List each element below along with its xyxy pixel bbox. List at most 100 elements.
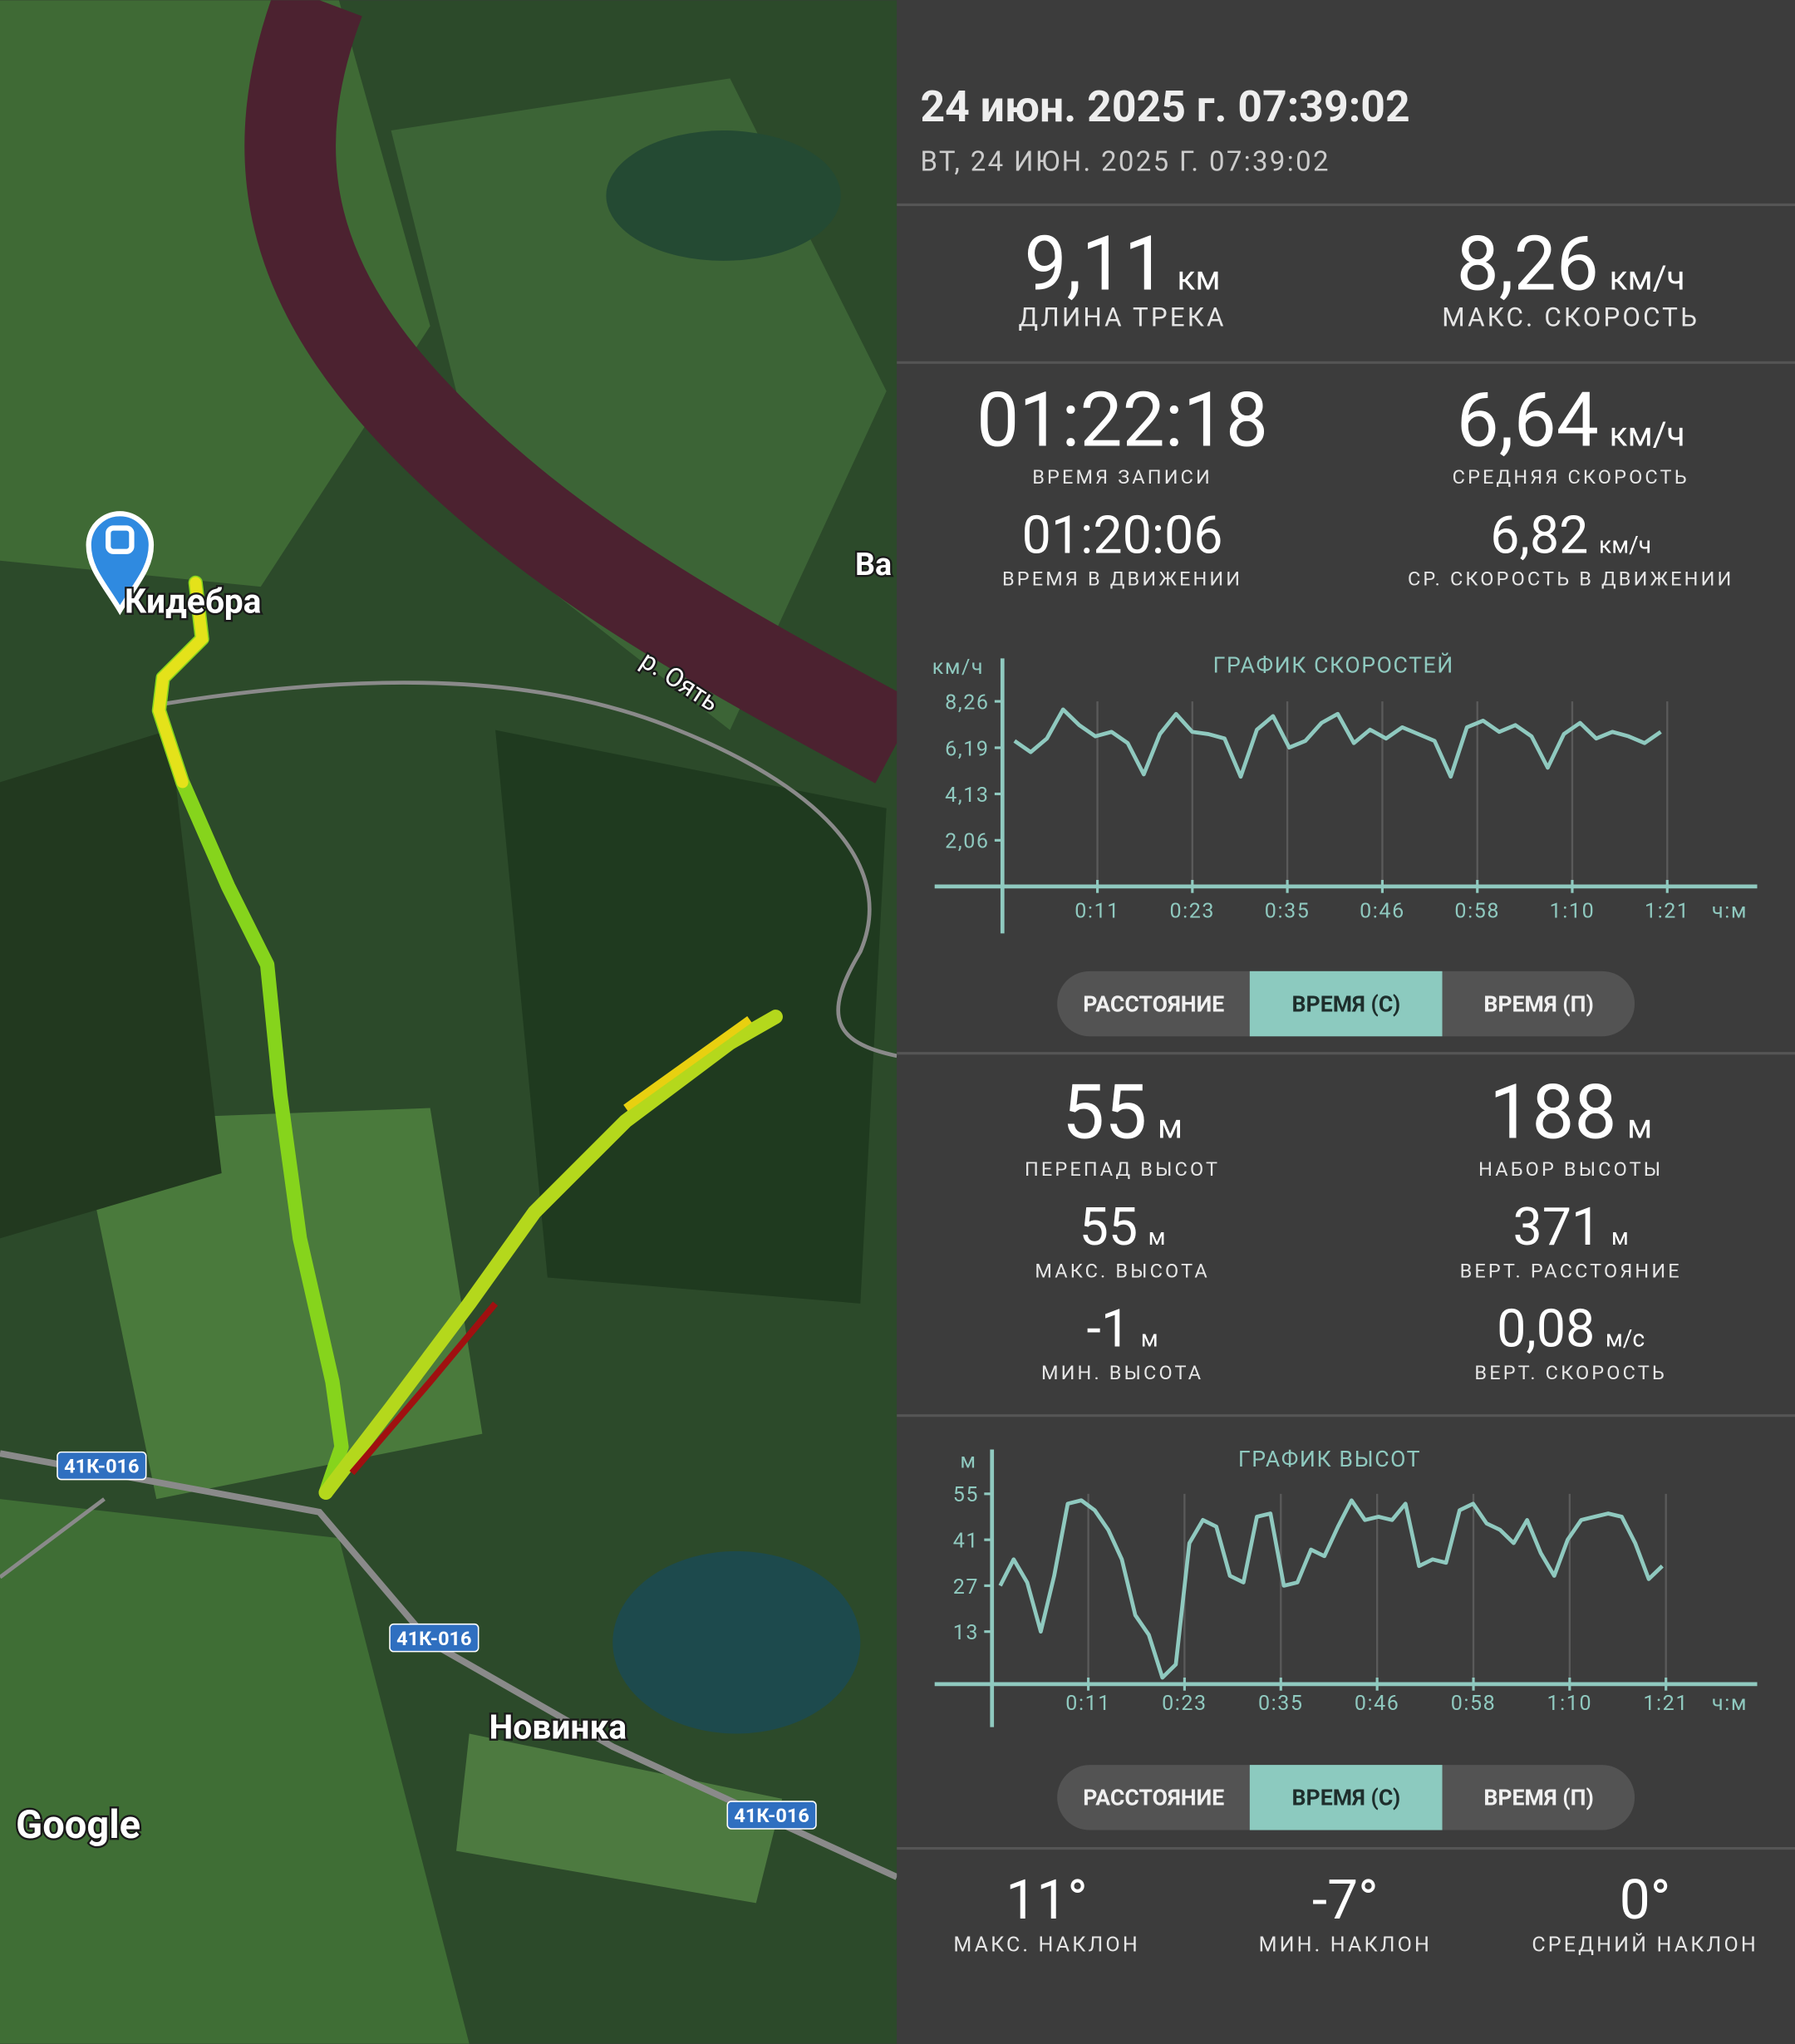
- mode-option[interactable]: ВРЕМЯ (С): [1292, 990, 1401, 1017]
- stat-label: ВРЕМЯ В ДВИЖЕНИИ: [1002, 568, 1242, 591]
- stat-number: 6,64: [1457, 377, 1599, 465]
- stat-unit: м: [1611, 1223, 1629, 1250]
- mode-selected: [1249, 1765, 1443, 1830]
- stat-label: ПЕРЕПАД ВЫСОТ: [1025, 1157, 1220, 1181]
- stat-number: 6,82: [1490, 505, 1588, 566]
- line-series: [1013, 707, 1662, 779]
- y-tick-label: 55: [953, 1483, 979, 1507]
- title: 24 июн. 2025 г. 07:39:02: [920, 81, 1409, 132]
- road-label: 41К-016: [64, 1455, 139, 1478]
- x-tick-label: 0:35: [1265, 900, 1311, 924]
- stat-value: 01:22:18: [976, 377, 1268, 465]
- stat-number: 11°: [1006, 1869, 1088, 1933]
- stat-label: СРЕДНЯЯ СКОРОСТЬ: [1453, 465, 1689, 489]
- y-axis-label: км/ч: [932, 656, 984, 680]
- stat-number: 0°: [1620, 1869, 1671, 1933]
- stat-value: 0°: [1620, 1869, 1671, 1933]
- road-badge: 41К-016: [389, 1623, 479, 1653]
- stat-number: 01:22:18: [976, 377, 1268, 465]
- stat-label: СР. СКОРОСТЬ В ДВИЖЕНИИ: [1408, 568, 1734, 591]
- stat-unit: км/ч: [1609, 258, 1684, 297]
- stat-unit: км/ч: [1609, 415, 1684, 454]
- road-label: 41К-016: [396, 1627, 471, 1650]
- x-tick-label: 1:10: [1550, 900, 1596, 924]
- stat-value: 8,26 км/ч: [1457, 220, 1685, 308]
- stat-number: 55: [1079, 1197, 1138, 1258]
- x-tick-label: 0:58: [1454, 900, 1500, 924]
- stat-number: -7°: [1312, 1869, 1379, 1933]
- mode-option[interactable]: ВРЕМЯ (С): [1292, 1785, 1401, 1811]
- chart-title: ГРАФИК СКОРОСТЕЙ: [1213, 652, 1454, 679]
- stat-value: 0,08 м/с: [1497, 1300, 1645, 1360]
- stat-number: -1: [1087, 1300, 1131, 1360]
- stat-label: ВЕРТ. СКОРОСТЬ: [1474, 1361, 1667, 1384]
- stat-number: 01:20:06: [1022, 505, 1223, 566]
- stat-value: 11°: [1006, 1869, 1088, 1933]
- stat-label: МАКС. НАКЛОН: [953, 1933, 1140, 1957]
- y-tick-label: 41: [953, 1530, 979, 1554]
- stat-number: 8,26: [1457, 220, 1599, 308]
- x-tick-label: 0:58: [1451, 1692, 1497, 1716]
- stat-label: МАКС. ВЫСОТА: [1035, 1259, 1209, 1282]
- y-axis-label: м: [960, 1449, 976, 1473]
- x-tick-label: 1:21: [1645, 900, 1690, 924]
- stat-unit: км/ч: [1599, 531, 1651, 558]
- x-tick-label: 0:23: [1169, 900, 1215, 924]
- x-axis-label: ч:м: [1712, 1692, 1748, 1716]
- road-label: 41К-016: [734, 1804, 809, 1827]
- y-tick-label: 6,19: [945, 737, 990, 761]
- stat-number: 0,08: [1497, 1300, 1595, 1360]
- y-tick-label: 13: [953, 1621, 979, 1645]
- stat-number: 371: [1513, 1197, 1601, 1258]
- x-tick-label: 1:10: [1547, 1692, 1593, 1716]
- stat-label: СРЕДНИЙ НАКЛОН: [1532, 1932, 1758, 1957]
- stat-value: 55 м: [1062, 1069, 1183, 1157]
- stat-label: МИН. НАКЛОН: [1259, 1933, 1433, 1957]
- x-tick-label: 0:35: [1258, 1692, 1304, 1716]
- stat-number: 55: [1062, 1069, 1147, 1157]
- stat-unit: м/с: [1606, 1325, 1645, 1353]
- x-tick-label: 1:21: [1643, 1692, 1689, 1716]
- stat-label: МАКС. СКОРОСТЬ: [1442, 302, 1699, 332]
- place-label: Кидебра: [125, 581, 262, 621]
- stat-value: 371 м: [1513, 1197, 1629, 1258]
- stat-unit: км: [1177, 258, 1220, 297]
- stat-value: 6,64 км/ч: [1457, 377, 1685, 465]
- mode-option[interactable]: ВРЕМЯ (П): [1483, 1785, 1594, 1811]
- y-tick-label: 2,06: [945, 830, 990, 854]
- place-label: Новинка: [489, 1707, 627, 1747]
- x-tick-label: 0:46: [1355, 1692, 1400, 1716]
- mode-option[interactable]: РАССТОЯНИЕ: [1083, 1785, 1224, 1811]
- mode-option[interactable]: РАССТОЯНИЕ: [1083, 990, 1224, 1017]
- mode-option[interactable]: ВРЕМЯ (П): [1483, 990, 1594, 1017]
- attribution: Google: [16, 1802, 140, 1848]
- line-series: [998, 1498, 1664, 1680]
- stat-value: 188 м: [1489, 1069, 1652, 1157]
- stat-label: НАБОР ВЫСОТЫ: [1478, 1157, 1663, 1181]
- stat-label: ВРЕМЯ ЗАПИСИ: [1032, 465, 1212, 489]
- stat-value: 6,82 км/ч: [1490, 505, 1651, 566]
- stat-label: ВЕРТ. РАССТОЯНИЕ: [1460, 1259, 1682, 1282]
- stat-unit: м: [1141, 1325, 1158, 1353]
- x-axis-label: ч:м: [1712, 900, 1748, 924]
- stat-value: 9,11 км: [1025, 220, 1221, 308]
- stat-label: МИН. ВЫСОТА: [1041, 1361, 1203, 1384]
- y-tick-label: 4,13: [945, 784, 990, 808]
- mode-selected: [1249, 970, 1443, 1037]
- y-tick-label: 27: [953, 1575, 979, 1599]
- stat-unit: м: [1627, 1107, 1652, 1147]
- map[interactable]: Кидебра Ва Новинка р. Оять 41К-016 41К-0…: [0, 0, 898, 2044]
- x-tick-label: 0:11: [1075, 900, 1120, 924]
- stat-label: ДЛИНА ТРЕКА: [1019, 302, 1227, 332]
- stat-number: 188: [1489, 1069, 1616, 1157]
- road-badge: 41К-016: [726, 1801, 817, 1830]
- stat-unit: м: [1148, 1223, 1166, 1250]
- stat-value: -1 м: [1087, 1300, 1158, 1360]
- x-tick-label: 0:46: [1360, 900, 1405, 924]
- stat-value: -7°: [1312, 1869, 1379, 1933]
- stat-number: 9,11: [1025, 220, 1167, 308]
- chart-title: ГРАФИК ВЫСОТ: [1238, 1446, 1421, 1472]
- x-tick-label: 0:11: [1065, 1692, 1111, 1716]
